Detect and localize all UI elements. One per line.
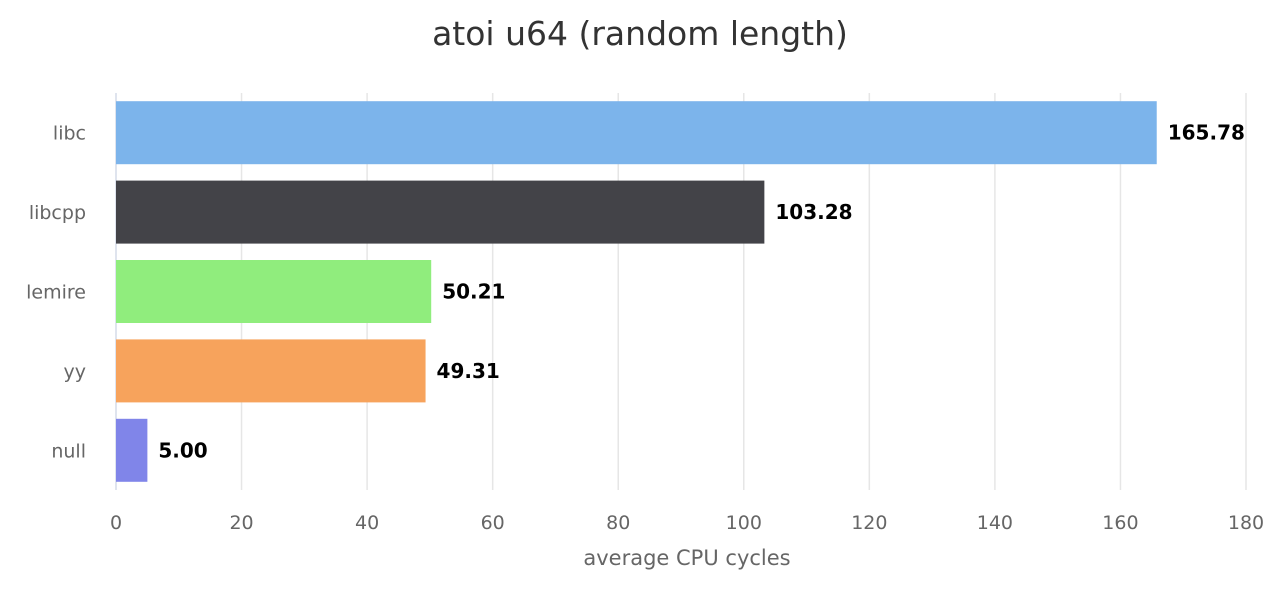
x-tick-label: 120 bbox=[851, 512, 887, 534]
bar-lemire bbox=[116, 260, 432, 323]
bar-libcpp bbox=[116, 180, 765, 244]
category-label: yy bbox=[64, 361, 87, 383]
x-tick-label: 180 bbox=[1228, 512, 1264, 534]
x-axis-title: average CPU cycles bbox=[583, 546, 790, 570]
x-tick-label: 20 bbox=[229, 512, 253, 534]
value-labels: 165.78 103.28 50.21 49.31 5.00 bbox=[158, 121, 1245, 463]
x-tick-label: 40 bbox=[355, 512, 379, 534]
value-label: 103.28 bbox=[775, 200, 852, 224]
value-label: 165.78 bbox=[1168, 121, 1245, 145]
category-label: lemire bbox=[26, 282, 86, 304]
value-label: 50.21 bbox=[442, 280, 505, 304]
category-labels: libc libcpp lemire yy null bbox=[26, 123, 86, 463]
x-tick-label: 60 bbox=[481, 512, 505, 534]
chart-title: atoi u64 (random length) bbox=[432, 14, 848, 53]
x-tick-labels: 0 20 40 60 80 100 120 140 160 180 bbox=[110, 512, 1264, 534]
bars bbox=[116, 101, 1157, 482]
value-label: 5.00 bbox=[158, 438, 207, 462]
x-tick-label: 100 bbox=[726, 512, 762, 534]
category-label: null bbox=[51, 440, 86, 462]
x-tick-label: 0 bbox=[110, 512, 122, 534]
bar-libc bbox=[116, 101, 1157, 165]
bar-null bbox=[116, 418, 148, 482]
x-tick-label: 80 bbox=[606, 512, 630, 534]
x-tick-label: 140 bbox=[977, 512, 1013, 534]
category-label: libc bbox=[53, 123, 86, 145]
bar-yy bbox=[116, 339, 426, 403]
category-label: libcpp bbox=[29, 202, 86, 224]
x-tick-label: 160 bbox=[1102, 512, 1138, 534]
value-label: 49.31 bbox=[437, 359, 500, 383]
